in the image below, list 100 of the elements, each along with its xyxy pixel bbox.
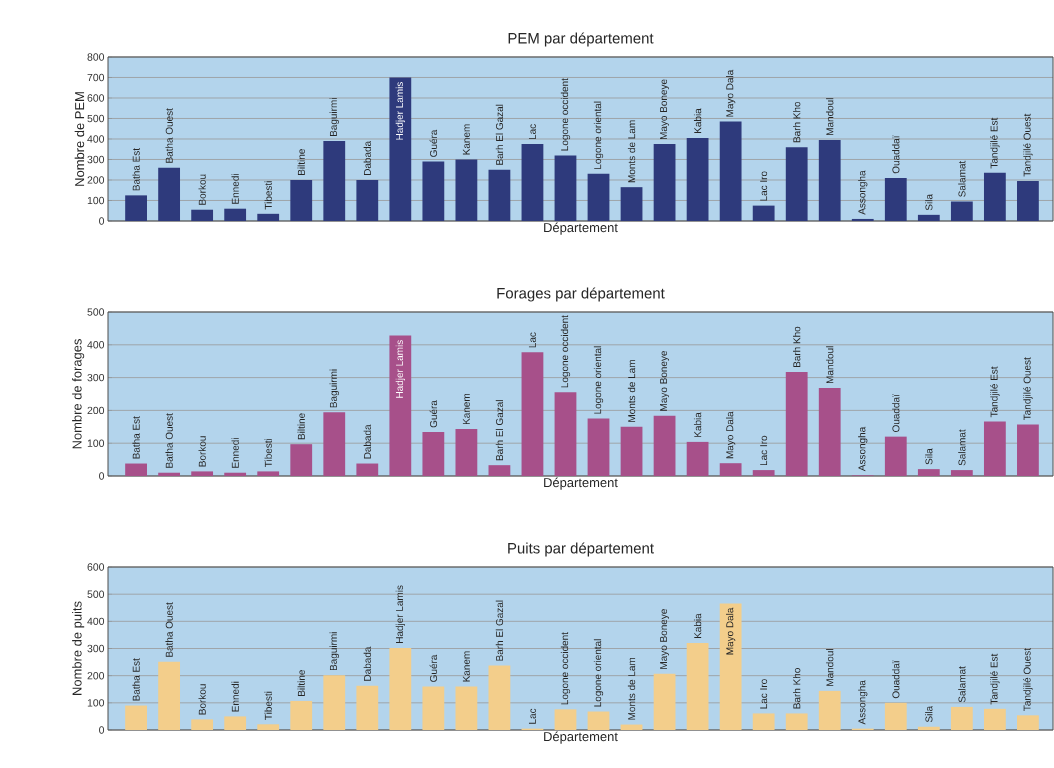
- x-tick-label: Borkou: [198, 436, 206, 467]
- bar: [752, 205, 775, 221]
- x-tick-label: Baguirmi: [329, 98, 339, 137]
- bar: [488, 465, 511, 476]
- x-tick-label: Baguirmi: [329, 632, 339, 671]
- x-tick-label: Kanem: [462, 651, 470, 682]
- bar: [422, 686, 445, 730]
- x-tick-label: Ennedi: [231, 174, 239, 204]
- bar: [1017, 181, 1039, 221]
- x-tick-label: Assongha: [858, 426, 868, 472]
- bar: [257, 471, 280, 476]
- bar: [884, 436, 907, 476]
- bar: [455, 159, 478, 221]
- x-tick-label: Barh El Gazal: [495, 400, 504, 461]
- bar: [653, 415, 676, 476]
- x-tick-label: Sila: [925, 194, 933, 211]
- bar: [785, 713, 808, 730]
- y-tick-label: 700: [87, 73, 105, 82]
- bar: [158, 167, 181, 221]
- x-tick-label: Salamat: [958, 666, 966, 703]
- x-axis-title: Département: [544, 477, 618, 490]
- x-axis-title: Département: [544, 731, 618, 744]
- x-tick-label: Logone occident: [560, 315, 571, 388]
- y-tick-label: 600: [87, 94, 105, 102]
- x-tick-label: Mayo Boneye: [660, 79, 670, 140]
- x-tick-label: Salamat: [958, 160, 966, 197]
- bar: [290, 444, 313, 476]
- x-tick-label: Ouaddaï: [892, 394, 900, 432]
- y-tick-label: 500: [87, 308, 105, 316]
- x-tick-label: Mayo Dala: [725, 411, 736, 459]
- bar: [719, 121, 742, 221]
- y-axis-title: Nombre de PEM: [74, 92, 85, 186]
- y-tick-label: 200: [87, 406, 105, 415]
- y-tick-label: 600: [87, 563, 105, 571]
- x-tick-label: Hadjer Lamis: [395, 82, 405, 140]
- bar: [125, 463, 147, 476]
- bar: [587, 711, 610, 730]
- bar: [587, 173, 610, 221]
- x-tick-label: Batha Est: [132, 416, 140, 459]
- x-tick-label: Tandjilé Est: [990, 117, 1000, 169]
- y-axis-title: Nombre de puits: [72, 601, 85, 695]
- x-tick-label: Lac: [528, 708, 536, 724]
- y-tick-label: 100: [87, 196, 105, 205]
- x-tick-label: Lac Iro: [760, 435, 768, 466]
- x-tick-label: Hadjer Lamis: [395, 340, 405, 398]
- x-tick-label: Tandjilé Ouest: [1023, 113, 1033, 177]
- x-tick-label: Hadjer Lamis: [395, 585, 405, 643]
- bar: [884, 177, 907, 221]
- x-axis-title: Département: [544, 222, 618, 235]
- y-tick-label: 100: [87, 439, 105, 447]
- y-tick-label: 200: [87, 671, 105, 680]
- x-tick-label: Guéra: [429, 654, 438, 682]
- bar: [323, 412, 346, 476]
- x-tick-label: Guéra: [429, 400, 438, 428]
- x-tick-label: Logone occident: [560, 632, 571, 705]
- bar: [125, 705, 147, 730]
- y-tick-label: 0: [99, 217, 105, 225]
- x-tick-label: Mayo Boneye: [660, 350, 670, 411]
- x-tick-label: Kanem: [462, 393, 470, 425]
- x-tick-label: Lac Iro: [760, 171, 768, 201]
- x-tick-label: Batha Ouest: [165, 108, 173, 163]
- bar: [158, 472, 181, 476]
- x-tick-label: Biltine: [297, 670, 305, 696]
- x-tick-label: Barh El Gazal: [495, 104, 504, 165]
- x-tick-label: Tibesti: [264, 438, 272, 467]
- bar: [653, 144, 676, 221]
- x-tick-label: Barh El Gazal: [495, 600, 504, 661]
- x-tick-label: Logone occident: [560, 78, 571, 151]
- y-axis-title: Nombre de forages: [72, 339, 85, 449]
- x-tick-label: Mayo Dala: [725, 607, 736, 655]
- x-tick-label: Ouaddaï: [892, 135, 900, 174]
- x-tick-label: Tibesti: [264, 691, 272, 720]
- bar: [752, 470, 775, 476]
- bar: [818, 140, 841, 221]
- bar: [917, 726, 940, 730]
- bar: [653, 673, 676, 730]
- bar: [389, 77, 412, 221]
- y-tick-label: 400: [87, 135, 105, 143]
- bar: [389, 647, 412, 730]
- bar: [455, 686, 478, 730]
- x-tick-label: Batha Ouest: [165, 602, 173, 657]
- x-tick-label: Monts de Lam: [627, 120, 636, 183]
- x-tick-label: Sila: [925, 448, 933, 465]
- x-tick-label: Salamat: [958, 429, 966, 466]
- x-tick-label: Dabada: [363, 140, 371, 175]
- bar: [686, 137, 709, 221]
- y-tick-label: 0: [99, 472, 105, 480]
- bar: [191, 719, 214, 730]
- bar: [554, 392, 577, 476]
- bar: [785, 147, 808, 221]
- y-tick-label: 400: [87, 341, 105, 349]
- bar: [257, 724, 280, 730]
- x-tick-label: Assongha: [858, 170, 868, 215]
- bar: [917, 214, 940, 221]
- bar: [719, 463, 742, 476]
- x-tick-label: Borkou: [198, 684, 206, 715]
- bar: [587, 418, 610, 476]
- x-tick-label: Kabia: [693, 412, 702, 437]
- x-tick-label: Kanem: [462, 124, 470, 155]
- x-tick-label: Tandjilé Est: [990, 366, 1000, 418]
